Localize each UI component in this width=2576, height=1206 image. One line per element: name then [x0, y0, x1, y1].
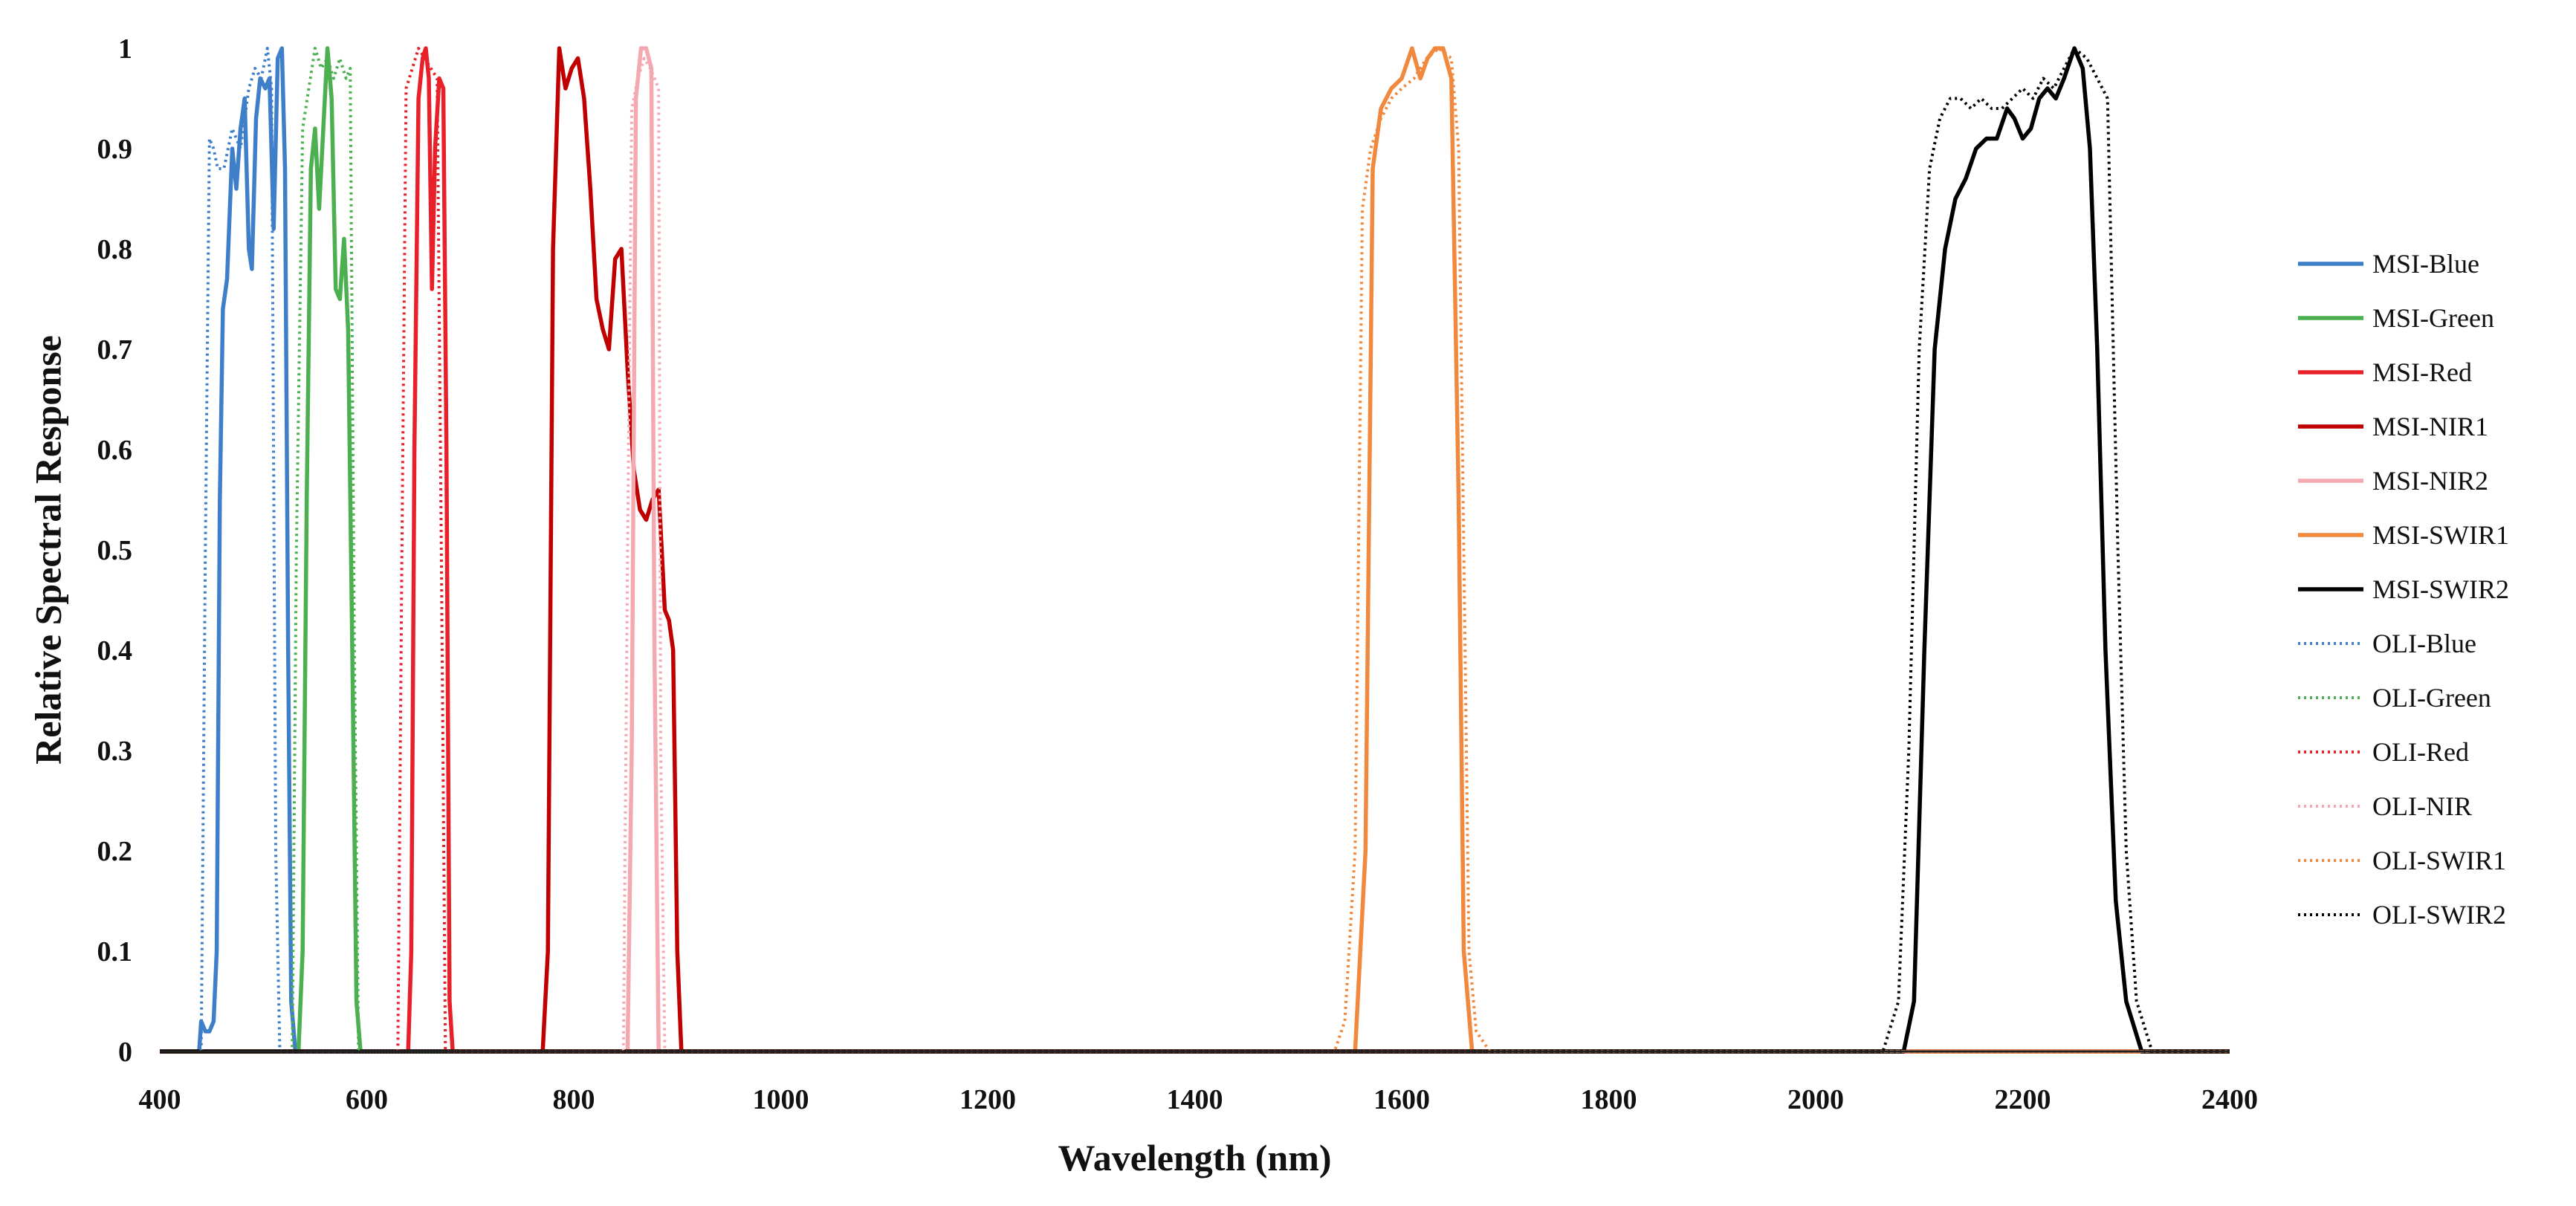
series-line-oli-nir: [160, 56, 2230, 1053]
x-tick-label: 2000: [1787, 1084, 1844, 1115]
x-tick-label: 600: [346, 1084, 388, 1115]
x-axis-title: Wavelength (nm): [1058, 1137, 1331, 1179]
series-line-msi-blue: [160, 46, 2230, 1054]
x-tick-label: 1800: [1581, 1084, 1637, 1115]
legend-label: MSI-Red: [2372, 357, 2472, 387]
legend-label: OLI-Green: [2372, 683, 2491, 713]
series-line-msi-swir1: [160, 46, 2230, 1054]
legend-label: OLI-NIR: [2372, 791, 2472, 821]
y-axis-ticks: 0 0.1 0.2 0.3 0.4 0.5 0.6 0.7 0.8 0.9 1: [97, 33, 133, 1068]
series-line-oli-green: [160, 47, 2230, 1053]
legend-label: MSI-NIR2: [2372, 466, 2488, 496]
x-tick-label: 1000: [753, 1084, 809, 1115]
x-axis-ticks: 400 600 800 1000 1200 1400 1600 1800 2000 2200 240…: [139, 1084, 2259, 1115]
series-line-msi-nir1: [160, 46, 2230, 1054]
legend-label: MSI-Green: [2372, 303, 2494, 333]
y-tick-label: 1: [118, 33, 132, 65]
legend: MSI-Blue MSI-Green MSI-Red MSI-NIR1 MSI-NIR2…: [2298, 249, 2509, 930]
x-tick-label: 2400: [2201, 1084, 2258, 1115]
y-tick-label: 0: [118, 1037, 132, 1068]
series-line-msi-swir2: [160, 46, 2230, 1054]
y-tick-label: 0.3: [97, 736, 133, 767]
legend-label: OLI-SWIR1: [2372, 846, 2506, 875]
legend-label: MSI-SWIR2: [2372, 574, 2509, 604]
x-tick-label: 1400: [1167, 1084, 1223, 1115]
legend-label: OLI-SWIR2: [2372, 900, 2506, 930]
legend-label: MSI-NIR1: [2372, 412, 2488, 441]
legend-label: MSI-Blue: [2372, 249, 2479, 279]
x-tick-label: 1200: [959, 1084, 1016, 1115]
series-line-oli-swir1: [160, 47, 2230, 1053]
series-line-msi-nir2: [160, 46, 2230, 1054]
series-line-msi-red: [160, 46, 2230, 1054]
series-layer: [160, 46, 2230, 1054]
series-line-oli-blue: [160, 47, 2230, 1053]
legend-label: MSI-SWIR1: [2372, 520, 2509, 550]
x-tick-label: 400: [139, 1084, 181, 1115]
x-tick-label: 2200: [1995, 1084, 2051, 1115]
legend-label: OLI-Red: [2372, 737, 2469, 767]
y-tick-label: 0.7: [97, 334, 133, 366]
y-tick-label: 0.4: [97, 635, 133, 667]
series-line-oli-red: [160, 47, 2230, 1053]
x-tick-label: 1600: [1373, 1084, 1430, 1115]
y-tick-label: 0.6: [97, 435, 133, 466]
y-tick-label: 0.2: [97, 836, 133, 867]
series-line-msi-green: [160, 46, 2230, 1054]
y-tick-label: 0.8: [97, 234, 133, 265]
y-tick-label: 0.9: [97, 134, 133, 165]
y-tick-label: 0.1: [97, 936, 133, 967]
y-tick-label: 0.5: [97, 535, 133, 566]
x-tick-label: 800: [553, 1084, 595, 1115]
series-line-oli-swir2: [160, 47, 2230, 1053]
y-axis-title: Relative Spectral Response: [27, 335, 68, 765]
legend-label: OLI-Blue: [2372, 629, 2476, 658]
